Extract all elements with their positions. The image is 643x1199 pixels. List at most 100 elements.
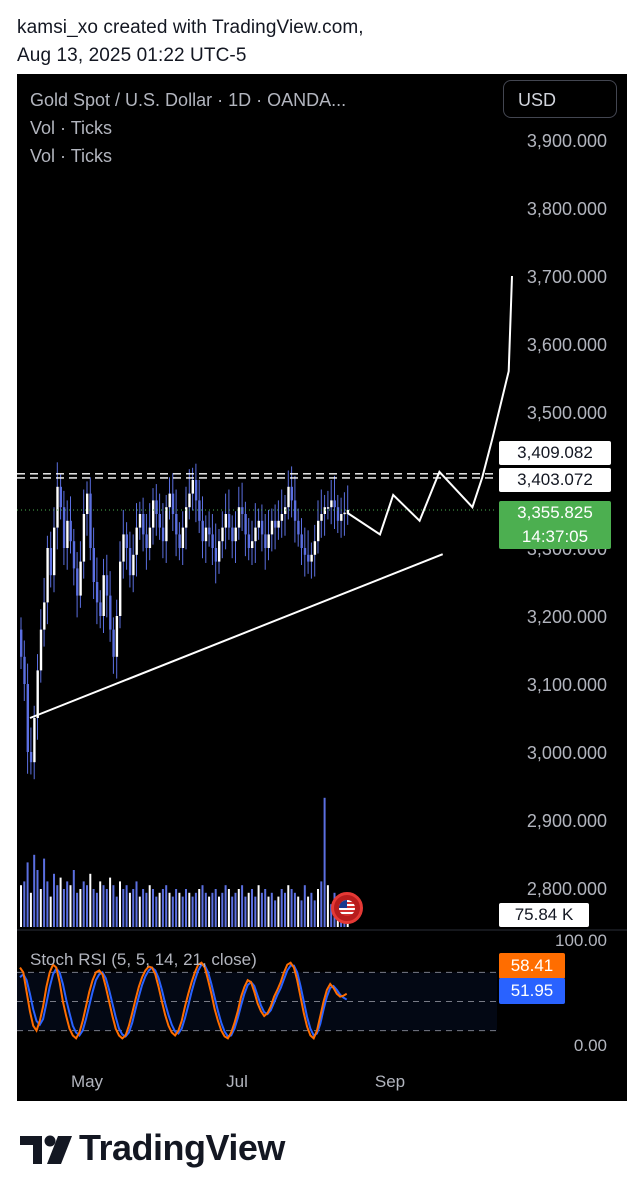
candle-body (290, 486, 293, 501)
candle-body (112, 629, 115, 657)
volume-bar (185, 889, 187, 927)
candle-body (20, 629, 23, 657)
candle-body (72, 541, 76, 569)
volume-bar (307, 896, 310, 927)
candle-body (244, 514, 247, 535)
volume-bar (95, 892, 98, 927)
volume-legend-2[interactable]: Vol · Ticks (30, 146, 113, 166)
volume-bar (277, 896, 280, 927)
volume-bar (79, 889, 82, 927)
candle-body (208, 527, 211, 535)
volume-bar (191, 896, 194, 927)
candle-body (231, 527, 234, 542)
volume-bar (125, 885, 128, 927)
volume-bar (218, 896, 220, 927)
time-tick-label: Sep (375, 1072, 405, 1091)
currency-button[interactable]: USD (503, 80, 617, 118)
candle-body (39, 629, 43, 671)
candle-body (92, 548, 95, 582)
candle-body (313, 541, 317, 555)
candle-body (204, 527, 208, 542)
candle-body (307, 554, 310, 562)
candle-body (168, 493, 171, 508)
candle-body (56, 486, 59, 528)
candle-body (76, 568, 79, 596)
last-price: 3,355.825 (517, 503, 593, 522)
volume-bar (59, 877, 62, 927)
candle-body (138, 514, 142, 528)
volume-bar (26, 862, 29, 927)
candle-body (161, 527, 165, 542)
volume-bar (241, 885, 244, 927)
volume-bar (257, 885, 260, 927)
candle-body (277, 520, 280, 528)
candle-body (148, 527, 152, 548)
stoch-axis-top: 100.00 (555, 931, 607, 950)
candle-body (326, 507, 330, 509)
candle-body (287, 486, 290, 508)
candle-body (343, 512, 346, 515)
volume-bar (36, 870, 39, 927)
candle-body (122, 534, 125, 562)
candle-body (221, 527, 224, 542)
volume-bar (155, 896, 158, 927)
volume-bar (254, 896, 257, 927)
volume-bar (317, 889, 319, 927)
volume-bar (260, 892, 263, 927)
candle-body (270, 520, 274, 535)
us-flag-event-icon[interactable] (331, 892, 363, 924)
volume-bar (72, 870, 75, 927)
volume-bar (135, 881, 138, 927)
candle-body (43, 602, 46, 630)
volume-bar (33, 854, 36, 927)
candle-body (86, 493, 89, 514)
volume-bar (270, 892, 273, 927)
brand-wordmark: TradingView (79, 1127, 285, 1168)
volume-bar (300, 900, 303, 927)
volume-bar (326, 885, 329, 927)
candle-body (119, 561, 122, 616)
candle-body (241, 507, 244, 514)
stoch-rsi-legend[interactable]: Stoch RSI (5, 5, 14, 21, close) (30, 950, 257, 969)
price-tick-label: 3,700.000 (527, 267, 607, 287)
volume-badge: 75.84 K (499, 903, 589, 927)
candle-body (181, 527, 185, 548)
level-badge-2: 3,403.072 (499, 468, 611, 492)
volume-legend-1[interactable]: Vol · Ticks (30, 118, 113, 138)
tradingview-logo-icon (20, 1135, 72, 1164)
volume-bar (122, 889, 125, 927)
candle-body (188, 493, 191, 508)
chart-canvas[interactable]: 3,900.000 3,800.000 3,700.000 3,600.000 3,50… (17, 74, 627, 1101)
symbol-legend[interactable]: Gold Spot / U.S. Dollar · 1D · OANDA... (30, 90, 347, 110)
volume-bar (132, 889, 135, 927)
volume-bar (89, 873, 92, 927)
chart-panel[interactable]: 3,900.000 3,800.000 3,700.000 3,600.000 3,50… (17, 74, 627, 1101)
volume-bar (280, 889, 283, 927)
candle-body (264, 534, 267, 548)
volume-bar (244, 896, 247, 927)
volume-bar (43, 858, 46, 927)
candle-body (237, 507, 241, 528)
volume-bar (138, 896, 141, 927)
volume-bar (56, 885, 59, 927)
price-tick-label: 2,800.000 (527, 879, 607, 899)
candle-body (293, 500, 297, 521)
candle-body (115, 616, 119, 657)
volume-bar (188, 892, 191, 927)
price-tick-label: 3,900.000 (527, 131, 607, 151)
volume-bar (158, 892, 161, 927)
candle-body (218, 541, 221, 562)
volume-bar (69, 885, 72, 927)
candle-body (297, 520, 300, 535)
candle-body (69, 520, 72, 542)
volume-bar (23, 881, 26, 927)
projection-path (346, 275, 513, 536)
time-tick-label: Jul (226, 1072, 248, 1091)
last-price-badge: 3,355.825 14:37:05 (499, 501, 611, 549)
support-trendline (29, 553, 444, 719)
candle-body (171, 493, 175, 514)
volume-bar (264, 889, 267, 927)
candle-body (49, 548, 53, 576)
candle-body (224, 514, 227, 528)
volume-bar (92, 889, 95, 927)
